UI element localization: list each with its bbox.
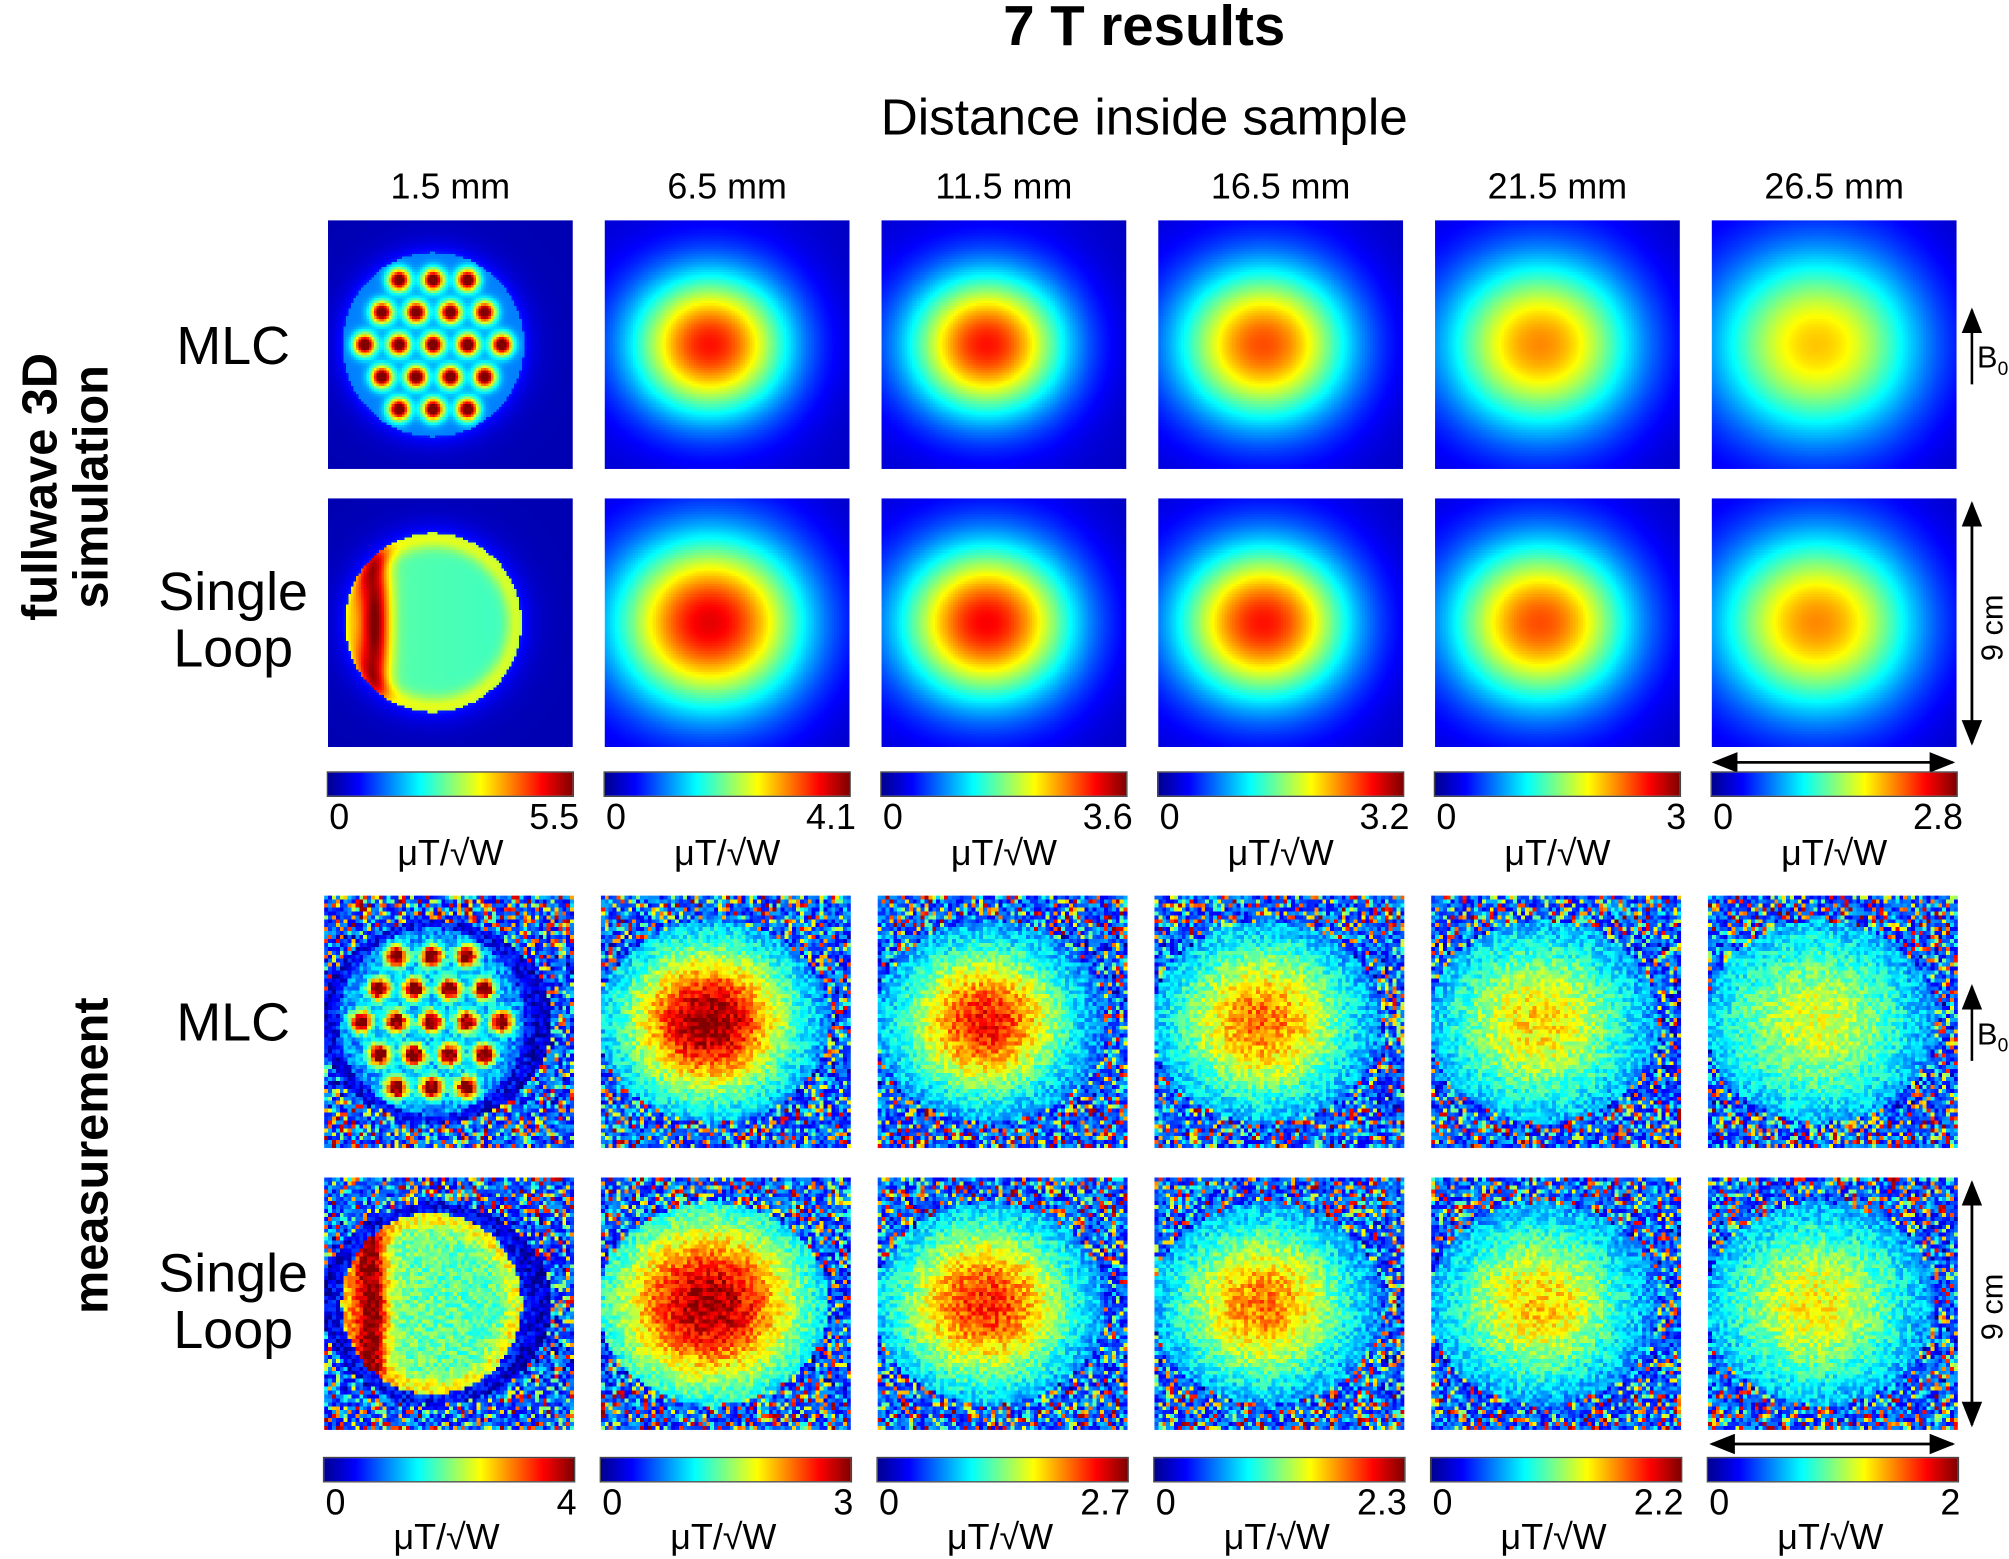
colorbar-unit-label: μT/√W: [397, 832, 504, 873]
colorbar-sim: [1157, 771, 1405, 797]
colorbar-max-label: 3.2: [1359, 796, 1410, 837]
heatmap-sim-single-loop: [328, 498, 573, 747]
colorbar-max-label: 4.1: [806, 796, 856, 837]
colorbar-unit-label: μT/√W: [1227, 832, 1334, 873]
heatmap-sim-mlc: [1711, 220, 1957, 469]
colorbar-min-label: 0: [325, 1482, 346, 1523]
colorbar-meas: [1429, 1456, 1683, 1483]
colorbar-min-label: 0: [878, 1482, 899, 1523]
colorbar-sim: [1433, 771, 1682, 797]
colorbar-min-label: 0: [606, 796, 627, 837]
b0-subscript: 0: [1997, 1035, 2009, 1057]
colorbar-unit-label: μT/√W: [1781, 832, 1888, 873]
colorbar-min-label: 0: [1159, 796, 1180, 837]
colorbar-max-label: 2.2: [1633, 1482, 1684, 1523]
colorbar-meas: [322, 1456, 576, 1483]
heatmap-meas-mlc: [600, 895, 851, 1149]
heatmap-meas-single-loop: [1707, 1177, 1958, 1430]
colorbar-unit-label: μT/√W: [950, 832, 1057, 873]
figure-title: 7 T results: [1003, 0, 1286, 58]
b0-text: B: [1977, 1017, 1998, 1052]
colorbar-unit-label: μT/√W: [1500, 1517, 1607, 1557]
heatmap-sim-single-loop: [1435, 498, 1680, 747]
heatmap-sim-single-loop: [1158, 498, 1404, 747]
row-label-mlc-measurement: MLC: [176, 991, 291, 1052]
colorbar-meas: [876, 1456, 1129, 1483]
heatmap-sim-mlc: [1435, 220, 1680, 469]
heatmap-meas-single-loop: [600, 1177, 851, 1430]
colorbar-max-label: 2.7: [1080, 1482, 1131, 1523]
heatmap-meas-single-loop: [877, 1177, 1128, 1430]
colorbar-min-label: 0: [1155, 1482, 1176, 1523]
row-label-loop-line2: Loop: [173, 1299, 294, 1360]
colorbar-sim: [326, 771, 575, 797]
b0-text: B: [1977, 340, 1998, 376]
figure-subtitle: Distance inside sample: [880, 89, 1408, 147]
b0-subscript: 0: [1997, 358, 2009, 381]
colorbar-sim: [603, 771, 851, 797]
colorbar-min-label: 0: [602, 1482, 623, 1523]
colorbar-meas: [1153, 1456, 1406, 1483]
scale-label-measurement: 9 cm: [1975, 1273, 2009, 1341]
heatmap-meas-mlc: [1707, 895, 1958, 1149]
colorbar-max-label: 3.6: [1082, 796, 1133, 837]
heatmap-meas-single-loop: [1154, 1177, 1405, 1430]
heatmap-meas-single-loop: [324, 1177, 575, 1430]
colorbar-unit-label: μT/√W: [674, 832, 781, 873]
column-header: 21.5 mm: [1487, 166, 1628, 207]
row-label-loop-measurement: Single Loop: [137, 1245, 329, 1358]
colorbar-unit-label: μT/√W: [1777, 1517, 1884, 1557]
colorbar-unit-label: μT/√W: [1504, 832, 1611, 873]
heatmap-meas-single-loop: [1431, 1177, 1682, 1430]
scale-label-simulation: 9 cm: [1975, 594, 2009, 662]
colorbar-min-label: 0: [1713, 796, 1734, 837]
colorbar-meas: [599, 1456, 853, 1483]
b0-label-measurement: B0: [1977, 1017, 2008, 1056]
colorbar-min-label: 0: [1709, 1482, 1730, 1523]
column-header: 11.5 mm: [935, 166, 1073, 207]
column-header: 6.5 mm: [667, 166, 787, 207]
heatmap-meas-mlc: [1431, 895, 1682, 1149]
colorbar-max-label: 3: [1666, 796, 1687, 837]
heatmap-sim-single-loop: [604, 498, 850, 747]
colorbar-max-label: 2.8: [1913, 796, 1963, 837]
column-header: 26.5 mm: [1764, 166, 1904, 207]
b0-label-simulation: B0: [1977, 341, 2008, 380]
heatmap-sim-mlc: [328, 220, 573, 469]
colorbar-max-label: 3: [833, 1482, 854, 1523]
heatmap-sim-mlc: [1158, 220, 1404, 469]
column-header: 1.5 mm: [390, 166, 511, 207]
colorbar-max-label: 4: [556, 1482, 577, 1523]
heatmap-sim-mlc: [881, 220, 1127, 469]
colorbar-max-label: 5.5: [529, 796, 580, 837]
colorbar-meas: [1706, 1456, 1960, 1483]
colorbar-min-label: 0: [1432, 1482, 1453, 1523]
colorbar-min-label: 0: [1436, 796, 1457, 837]
colorbar-min-label: 0: [329, 796, 350, 837]
column-header: 16.5 mm: [1210, 166, 1351, 207]
row-label-loop-simulation: Single Loop: [137, 561, 329, 678]
colorbar-max-label: 2: [1940, 1482, 1961, 1523]
row-label-mlc-simulation: MLC: [176, 315, 291, 376]
heatmap-sim-single-loop: [1711, 498, 1957, 747]
heatmap-meas-mlc: [1154, 895, 1405, 1149]
colorbar-min-label: 0: [882, 796, 903, 837]
colorbar-unit-label: μT/√W: [1223, 1517, 1330, 1557]
heatmap-meas-mlc: [324, 895, 575, 1149]
heatmap-sim-mlc: [604, 220, 850, 469]
colorbar-unit-label: μT/√W: [393, 1517, 500, 1557]
heatmap-meas-mlc: [877, 895, 1128, 1149]
row-label-loop-line2: Loop: [173, 617, 294, 678]
colorbar-unit-label: μT/√W: [670, 1517, 777, 1557]
colorbar-max-label: 2.3: [1356, 1482, 1407, 1523]
row-label-loop-line1: Single: [158, 1242, 308, 1304]
heatmap-sim-single-loop: [881, 498, 1127, 747]
colorbar-unit-label: μT/√W: [947, 1517, 1054, 1557]
row-label-loop-line1: Single: [158, 561, 308, 622]
colorbar-sim: [880, 771, 1128, 797]
colorbar-sim: [1710, 771, 1958, 797]
